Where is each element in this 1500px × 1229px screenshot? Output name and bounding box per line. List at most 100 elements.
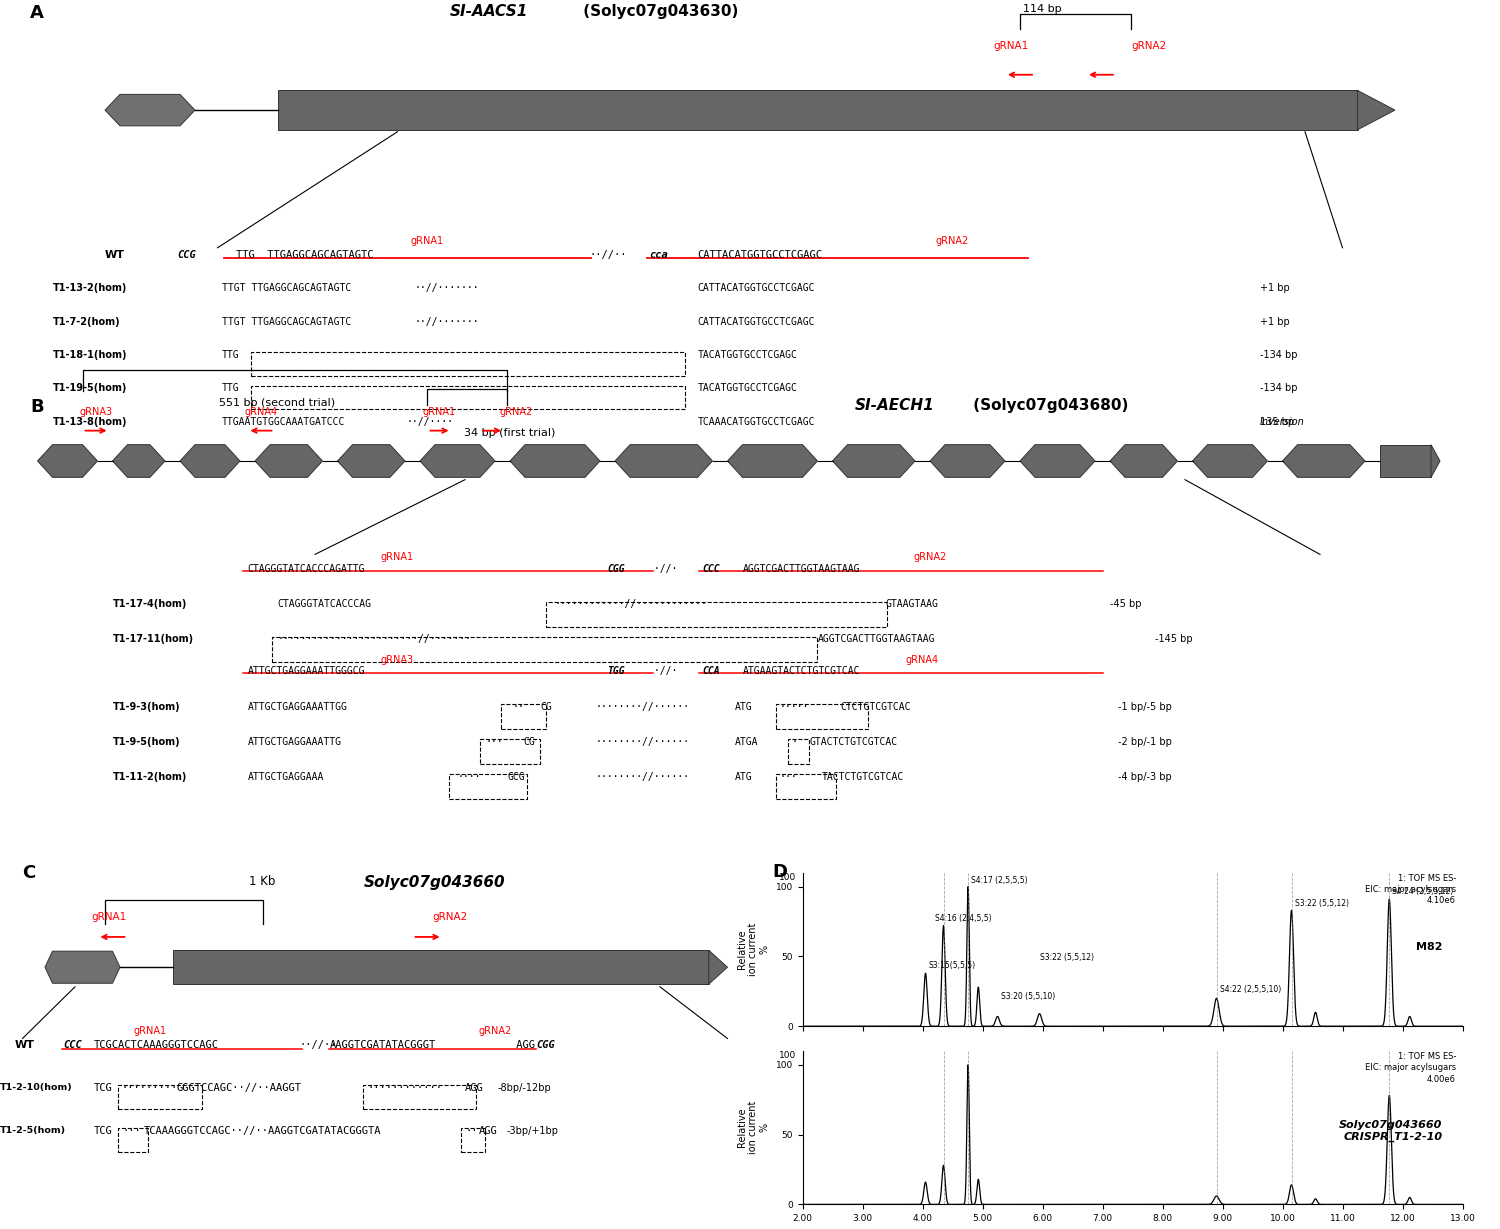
Polygon shape <box>420 445 495 477</box>
Text: -1 bp/-5 bp: -1 bp/-5 bp <box>1118 702 1172 712</box>
Text: ························//·······: ························//······· <box>278 634 471 644</box>
Text: ········//······: ········//······ <box>596 702 690 712</box>
Text: TACATGGTGCCTCGAGC: TACATGGTGCCTCGAGC <box>698 383 798 393</box>
Text: TCG: TCG <box>93 1126 112 1136</box>
Text: S3:22 (5,5,12): S3:22 (5,5,12) <box>1040 952 1094 962</box>
Text: (Solyc07g043680): (Solyc07g043680) <box>968 398 1128 413</box>
Text: CATTACATGGTGCCTCGAGC: CATTACATGGTGCCTCGAGC <box>698 283 814 294</box>
Text: ··//··: ··//·· <box>590 249 627 259</box>
Text: 135 bp: 135 bp <box>1260 417 1294 426</box>
Text: ············: ············ <box>368 1083 442 1093</box>
Text: AGGTCGACTTGGTAAGTAAG: AGGTCGACTTGGTAAGTAAG <box>818 634 934 644</box>
Text: D: D <box>772 863 788 881</box>
Text: GTAAGTAAG: GTAAGTAAG <box>885 599 938 608</box>
Text: AGG: AGG <box>478 1126 496 1136</box>
Text: ····: ···· <box>458 772 482 782</box>
Text: CG: CG <box>524 736 536 746</box>
Text: T1-11-2(hom): T1-11-2(hom) <box>112 772 188 782</box>
Text: T1-19-5(hom): T1-19-5(hom) <box>53 383 128 393</box>
Text: CCC: CCC <box>63 1040 82 1051</box>
Polygon shape <box>112 445 165 477</box>
Text: T1-2-10(hom): T1-2-10(hom) <box>0 1083 72 1093</box>
Text: ···: ··· <box>780 772 798 782</box>
Text: -134 bp: -134 bp <box>1260 350 1298 360</box>
Text: TCAAACATGGTGCCTCGAGC: TCAAACATGGTGCCTCGAGC <box>698 417 814 426</box>
Text: ATG: ATG <box>735 702 753 712</box>
Text: CCC: CCC <box>702 564 720 574</box>
Text: gRNA1: gRNA1 <box>411 236 444 246</box>
Text: T1-17-11(hom): T1-17-11(hom) <box>112 634 194 644</box>
Text: TTGT TTGAGGCAGCAGTAGTC: TTGT TTGAGGCAGCAGTAGTC <box>222 317 351 327</box>
Text: ATGAAGTACTCTGTCGTCAC: ATGAAGTACTCTGTCGTCAC <box>742 666 860 676</box>
Text: (Solyc07g043630): (Solyc07g043630) <box>578 4 738 18</box>
Text: GCG: GCG <box>507 772 525 782</box>
Text: CCA: CCA <box>702 666 720 676</box>
Text: TGG: TGG <box>608 666 625 676</box>
Text: -134 bp: -134 bp <box>1260 383 1298 393</box>
Text: AAGGTCGATATACGGGT: AAGGTCGATATACGGGT <box>330 1040 436 1051</box>
Text: TCAAAGGGTCCAGC··//··AAGGTCGATATACGGGTA: TCAAAGGGTCCAGC··//··AAGGTCGATATACGGGTA <box>144 1126 381 1136</box>
Text: gRNA1: gRNA1 <box>423 407 456 418</box>
Text: CTCTGTCGTCAC: CTCTGTCGTCAC <box>840 702 910 712</box>
Text: -3bp/+1bp: -3bp/+1bp <box>507 1126 558 1136</box>
Text: ATTGCTGAGGAAATTGGGCG: ATTGCTGAGGAAATTGGGCG <box>248 666 364 676</box>
Text: ········//······: ········//······ <box>596 772 690 782</box>
Text: Inversion: Inversion <box>1260 417 1305 426</box>
Text: S3:20 (5,5,10): S3:20 (5,5,10) <box>1000 992 1054 1002</box>
Text: ···: ··· <box>486 736 504 746</box>
Text: ··//····: ··//···· <box>406 417 453 426</box>
Bar <box>172 950 708 984</box>
Text: 100: 100 <box>778 873 796 881</box>
Text: T1-2-5(hom): T1-2-5(hom) <box>0 1126 66 1134</box>
Polygon shape <box>105 95 195 125</box>
Text: 34 bp (first trial): 34 bp (first trial) <box>465 429 555 439</box>
Text: -45 bp: -45 bp <box>1110 599 1142 608</box>
Text: TCG: TCG <box>93 1083 112 1093</box>
Text: CGG: CGG <box>608 564 625 574</box>
Text: AGG: AGG <box>510 1040 536 1051</box>
Text: gRNA1: gRNA1 <box>993 42 1029 52</box>
Text: S4:16 (2,4,5,5): S4:16 (2,4,5,5) <box>934 914 992 923</box>
Text: T1-9-5(hom): T1-9-5(hom) <box>112 736 180 746</box>
Text: T1-18-1(hom): T1-18-1(hom) <box>53 350 128 360</box>
Text: 1 Kb: 1 Kb <box>249 875 276 887</box>
Text: ·····: ····· <box>780 702 810 712</box>
Text: cca: cca <box>650 249 669 259</box>
Text: ··//··: ··//·· <box>300 1040 338 1051</box>
Text: -8bp/-12bp: -8bp/-12bp <box>496 1083 550 1093</box>
Text: ATTGCTGAGGAAATTGG: ATTGCTGAGGAAATTGG <box>248 702 348 712</box>
Text: T1-13-8(hom): T1-13-8(hom) <box>53 417 128 426</box>
Polygon shape <box>45 951 120 983</box>
Text: gRNA1: gRNA1 <box>381 552 414 562</box>
Text: gRNA2: gRNA2 <box>1131 42 1167 52</box>
Text: TTG: TTG <box>222 383 240 393</box>
Text: gRNA4: gRNA4 <box>906 655 939 665</box>
Text: AGGTCGACTTGGTAAGTAAG: AGGTCGACTTGGTAAGTAAG <box>742 564 860 574</box>
Text: ············//············: ············//············ <box>555 599 708 608</box>
Text: S3:22 (5,5,12): S3:22 (5,5,12) <box>1294 898 1348 907</box>
Polygon shape <box>1282 445 1365 477</box>
Text: 1: TOF MS ES-
EIC: major acylsugars
4.10e6: 1: TOF MS ES- EIC: major acylsugars 4.10… <box>1365 874 1456 906</box>
Text: -4 bp/-3 bp: -4 bp/-3 bp <box>1118 772 1172 782</box>
Text: T1-17-4(hom): T1-17-4(hom) <box>112 599 188 608</box>
Polygon shape <box>615 445 712 477</box>
Text: TTG  TTGAGGCAGCAGTAGTC: TTG TTGAGGCAGCAGTAGTC <box>236 249 374 259</box>
Text: TTGAATGTGGCAAATGATCCC: TTGAATGTGGCAAATGATCCC <box>222 417 345 426</box>
Text: TACTCTGTCGTCAC: TACTCTGTCGTCAC <box>822 772 904 782</box>
Text: A: A <box>30 4 44 22</box>
Polygon shape <box>510 445 600 477</box>
Text: ATTGCTGAGGAAA: ATTGCTGAGGAAA <box>248 772 324 782</box>
Polygon shape <box>180 445 240 477</box>
Text: S4:17 (2,5,5,5): S4:17 (2,5,5,5) <box>970 876 1028 885</box>
Text: +1 bp: +1 bp <box>1260 283 1290 294</box>
Text: ··: ·· <box>465 1126 477 1136</box>
Text: ·//·: ·//· <box>648 564 682 574</box>
Polygon shape <box>833 445 915 477</box>
Text: CATTACATGGTGCCTCGAGC: CATTACATGGTGCCTCGAGC <box>698 249 822 259</box>
Text: +1 bp: +1 bp <box>1260 317 1290 327</box>
Text: -2 bp/-1 bp: -2 bp/-1 bp <box>1118 736 1172 746</box>
Polygon shape <box>1431 445 1440 477</box>
Text: CTAGGGTATCACCCAGATTG: CTAGGGTATCACCCAGATTG <box>248 564 364 574</box>
Text: TACATGGTGCCTCGAGC: TACATGGTGCCTCGAGC <box>698 350 798 360</box>
Text: S4:22 (2,5,5,10): S4:22 (2,5,5,10) <box>1220 986 1281 994</box>
